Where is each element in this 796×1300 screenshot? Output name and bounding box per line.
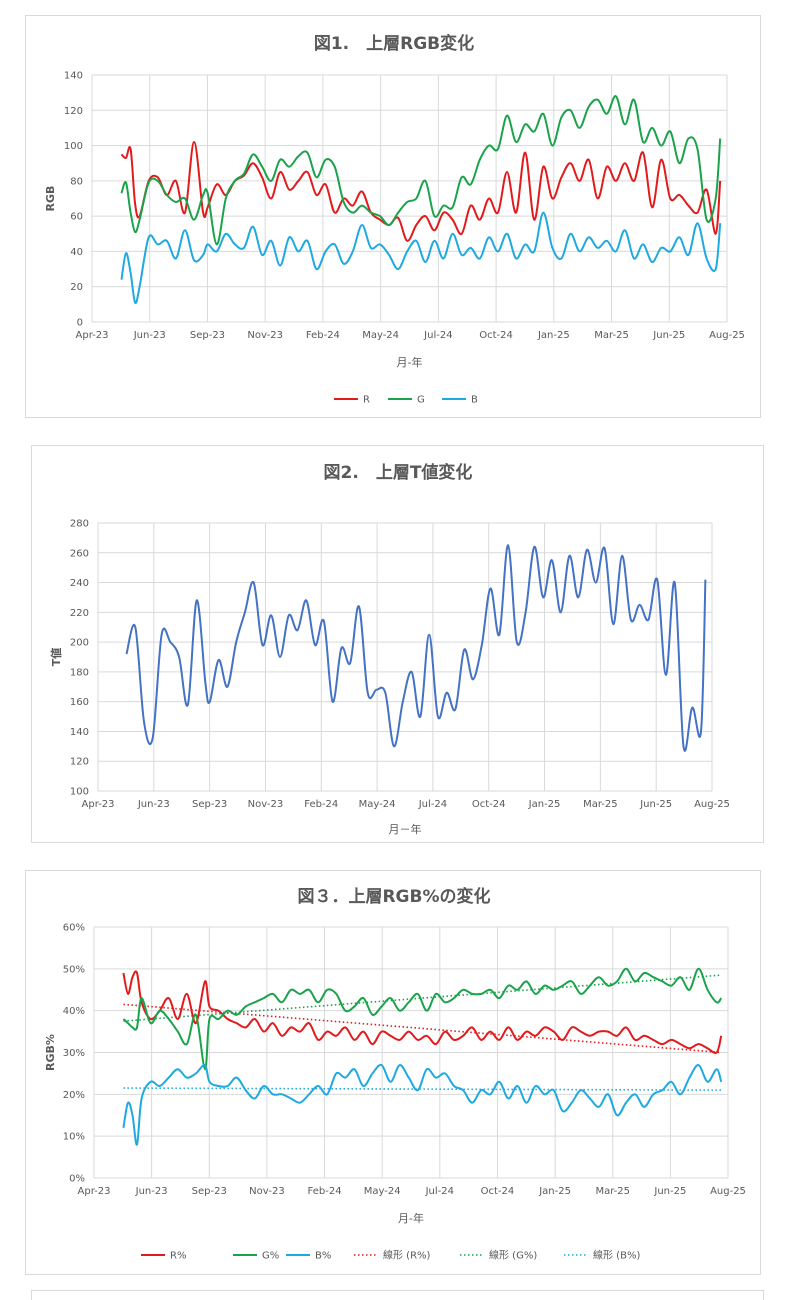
series-line-2: [122, 967, 723, 1071]
x-tick-label: Feb-24: [306, 330, 340, 341]
x-tick-label: Oct-24: [479, 330, 513, 341]
x-axis-label: 月-年: [397, 355, 423, 369]
series-line-1: [122, 970, 723, 1054]
x-tick-label: Oct-24: [481, 1186, 515, 1197]
x-tick-label: Nov-23: [249, 1186, 285, 1197]
x-tick-label: Nov-23: [247, 330, 283, 341]
series-line-1: [120, 141, 722, 242]
legend-label: G: [417, 395, 425, 406]
y-tick-label: 100: [64, 141, 83, 152]
trendline-1: [123, 1003, 722, 1054]
legend-label: 線形 (R%): [383, 1249, 431, 1262]
x-tick-label: Jun-25: [652, 330, 685, 341]
chart-title: 図３．上層RGB%の変化: [297, 886, 490, 907]
legend-label: B%: [315, 1251, 331, 1262]
chart-panel-t-value: 図2. 上層T値変化 100 120 140 160 180 200 220 240 260 280…: [31, 445, 764, 843]
x-tick-label: Mar-25: [583, 799, 618, 810]
y-tick-label: 120: [70, 757, 89, 768]
series-line-2: [120, 95, 722, 246]
x-tick-label: Aug-25: [709, 330, 745, 341]
x-tick-label: Apr-23: [78, 1186, 111, 1197]
y-tick-label: 60: [70, 212, 83, 223]
chart-title: 図2. 上層T値変化: [324, 462, 473, 483]
y-tick-label: 140: [64, 71, 83, 82]
x-tick-label: Jun-25: [639, 799, 672, 810]
x-tick-label: May-24: [359, 799, 396, 810]
x-axis-label: 月－年: [389, 822, 422, 836]
x-tick-label: Apr-23: [82, 799, 115, 810]
gridlines: [91, 74, 728, 323]
legend-label: B: [471, 395, 478, 406]
x-tick-label: Mar-25: [594, 330, 629, 341]
x-tick-label: Sep-23: [192, 799, 227, 810]
chart-panel-rgb: 図1. 上層RGB変化 0 20 40 60 80 100 120 140 Apr-23 Jun-2…: [25, 15, 761, 418]
x-tick-label: Aug-25: [710, 1186, 746, 1197]
gridlines: [93, 926, 729, 1179]
chart-title: 図1. 上層RGB変化: [314, 33, 474, 54]
y-tick-label: 80: [70, 176, 83, 187]
trendline-2: [123, 974, 722, 1022]
gridlines: [97, 522, 713, 792]
x-axis-label: 月-年: [398, 1211, 424, 1225]
x-tick-label: Oct-24: [472, 799, 506, 810]
legend-label: 線形 (G%): [489, 1249, 537, 1262]
x-tick-label: Jan-25: [538, 1186, 571, 1197]
y-tick-label: 50%: [63, 964, 85, 975]
y-tick-label: 40%: [63, 1006, 85, 1017]
trendline-3: [123, 1087, 722, 1091]
x-tick-label: Jun-23: [133, 330, 166, 341]
y-tick-label: 20: [70, 282, 83, 293]
chart-rgb-percent: 図３．上層RGB%の変化 0% 10% 20% 30% 40% 50% 60% Apr-23 Ju…: [44, 886, 746, 1262]
legend-label: G%: [262, 1251, 279, 1262]
chart-rgb: 図1. 上層RGB変化 0 20 40 60 80 100 120 140 Apr-23 Jun-2…: [44, 33, 745, 406]
y-tick-label: 10%: [63, 1132, 85, 1143]
chart-panel-next: [31, 1290, 764, 1300]
y-axis-label: T値: [49, 648, 63, 667]
x-tick-label: Feb-24: [308, 1186, 342, 1197]
x-tick-label: Jun-23: [135, 1186, 168, 1197]
y-tick-label: 0%: [69, 1174, 85, 1185]
chart-t-value: 図2. 上層T値変化 100 120 140 160 180 200 220 240 260 280…: [49, 462, 730, 836]
legend-label: 線形 (B%): [593, 1249, 640, 1262]
x-tick-label: Sep-23: [190, 330, 225, 341]
series-line-3: [122, 1063, 723, 1146]
y-tick-label: 160: [70, 697, 89, 708]
y-tick-label: 0: [77, 318, 83, 329]
x-tick-label: Jul-24: [418, 799, 447, 810]
x-tick-label: Mar-25: [595, 1186, 630, 1197]
x-tick-label: Sep-23: [192, 1186, 227, 1197]
y-tick-label: 140: [70, 727, 89, 738]
y-tick-label: 100: [70, 787, 89, 798]
legend-label: R: [363, 395, 370, 406]
x-tick-label: Apr-23: [76, 330, 109, 341]
y-axis-label: RGB: [44, 186, 57, 212]
x-tick-label: Jun-25: [653, 1186, 686, 1197]
x-tick-label: Feb-24: [304, 799, 338, 810]
legend-label: R%: [170, 1251, 186, 1262]
series-line-1: [125, 544, 707, 752]
y-tick-label: 40: [70, 247, 83, 258]
y-tick-label: 260: [70, 548, 89, 559]
y-tick-label: 20%: [63, 1090, 85, 1101]
y-axis-label: RGB%: [44, 1034, 57, 1071]
x-tick-label: Jan-25: [528, 799, 561, 810]
y-tick-label: 120: [64, 106, 83, 117]
x-tick-label: Jun-23: [137, 799, 170, 810]
y-tick-label: 240: [70, 578, 89, 589]
y-tick-label: 30%: [63, 1048, 85, 1059]
series-line-3: [120, 211, 722, 305]
y-tick-label: 180: [70, 667, 89, 678]
x-tick-label: Aug-25: [694, 799, 730, 810]
y-tick-label: 280: [70, 519, 89, 530]
x-tick-label: May-24: [364, 1186, 401, 1197]
y-tick-label: 200: [70, 638, 89, 649]
y-tick-label: 60%: [63, 923, 85, 934]
x-tick-label: Jul-24: [425, 1186, 454, 1197]
chart-panel-rgb-percent: 図３．上層RGB%の変化 0% 10% 20% 30% 40% 50% 60% Apr-23 Ju…: [25, 870, 761, 1275]
x-tick-label: Jul-24: [423, 330, 452, 341]
x-tick-label: May-24: [362, 330, 399, 341]
y-tick-label: 220: [70, 608, 89, 619]
x-tick-label: Nov-23: [248, 799, 284, 810]
x-tick-label: Jan-25: [537, 330, 570, 341]
